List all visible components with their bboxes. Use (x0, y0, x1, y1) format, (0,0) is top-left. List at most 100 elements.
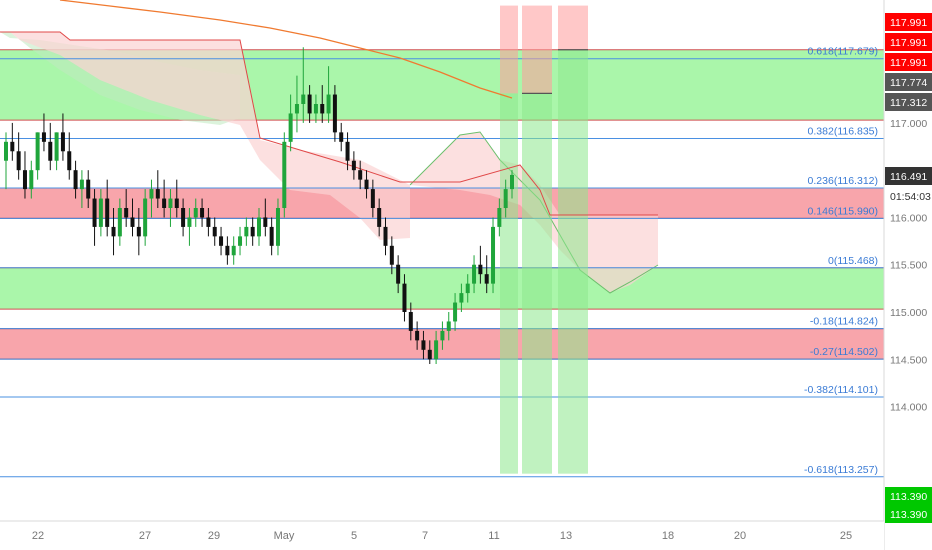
price-axis[interactable]: 117.000116.500116.000115.500115.000114.5… (883, 0, 932, 550)
time-tick-label: 25 (840, 530, 852, 542)
price-tag (885, 33, 932, 51)
price-tag (885, 73, 932, 91)
candle-bullish (440, 330, 445, 341)
price-tag-label: 117.312 (890, 97, 927, 109)
candle-bullish (238, 236, 243, 246)
candle-bullish (288, 113, 293, 142)
candle-bearish (307, 94, 312, 114)
price-tag (885, 167, 932, 185)
price-tag-label: 116.491 (890, 171, 927, 183)
candle-bullish (193, 208, 198, 218)
price-tag-label: 117.991 (890, 37, 927, 49)
candle-bullish (143, 198, 148, 237)
price-tag (885, 505, 932, 523)
price-tag-label: 01:54:03 (890, 191, 931, 203)
time-tick-label: 18 (662, 530, 674, 542)
candle-bullish (497, 208, 502, 227)
price-tag-label: 113.390 (890, 491, 927, 503)
candle-bullish (117, 208, 122, 237)
candle-bearish (73, 170, 78, 190)
candle-bearish (250, 226, 255, 237)
time-tick-label: 5 (351, 530, 357, 542)
candle-bearish (383, 226, 388, 246)
projection-risk (558, 5, 588, 50)
candle-bearish (339, 132, 344, 142)
candle-bearish (22, 170, 27, 190)
candle-bearish (60, 132, 65, 152)
projection-risk (522, 5, 552, 94)
candle-bearish (351, 160, 356, 171)
candle-bearish (48, 141, 53, 161)
time-tick-label: 20 (734, 530, 746, 542)
fib-level-label: 0.618(117.679) (808, 46, 878, 58)
candle-bearish (225, 245, 230, 256)
candle-bearish (16, 151, 21, 171)
baseline-line (0, 31, 658, 216)
candle-bearish (212, 226, 217, 237)
candle-bullish (294, 104, 299, 114)
time-tick-label: 13 (560, 530, 572, 542)
candle-bearish (421, 340, 426, 350)
candle-bearish (200, 208, 205, 218)
candle-bearish (370, 189, 375, 208)
candle-bearish (155, 189, 160, 199)
candle-bullish (35, 132, 40, 171)
price-tag (885, 187, 932, 205)
candle-bearish (41, 132, 46, 142)
time-axis-background (0, 521, 884, 550)
fib-level-label: 0.382(116.835) (808, 126, 878, 138)
candle-bullish (4, 141, 8, 161)
candle-bearish (427, 349, 432, 360)
time-tick-label: 29 (208, 530, 220, 542)
fib-level-label: -0.382(114.101) (804, 384, 878, 396)
candle-bearish (377, 208, 382, 227)
price-tag (885, 53, 932, 71)
price-axis-background (884, 0, 932, 550)
fib-level-label: -0.18(114.824) (810, 316, 878, 328)
fib-level-label: 0.146(115.990) (808, 205, 878, 217)
time-axis[interactable]: 22 27 29 May 5 7 11 13 18 20 25 (0, 520, 884, 550)
fib-levels-layer: 0.618(117.679) 0.382(116.835) 0.236(116.31… (0, 46, 884, 478)
zone-resistance (0, 187, 884, 219)
candle-bearish (130, 217, 135, 227)
candle-bearish (396, 264, 401, 284)
candle-bearish (358, 170, 363, 180)
candle-bearish (478, 264, 483, 275)
moving-average-line (59, 0, 513, 99)
projection-reward (500, 93, 518, 474)
candle-bearish (219, 236, 224, 246)
price-tick-label: 117.000 (890, 118, 927, 130)
candle-bearish (10, 141, 15, 152)
candle-bullish (149, 189, 154, 199)
candle-bullish (313, 104, 318, 114)
candle-bearish (124, 208, 129, 218)
candle-bullish (231, 245, 236, 256)
candle-bullish (54, 132, 59, 161)
trade-projection-layer (500, 5, 588, 474)
price-tick-label: 114.500 (890, 354, 927, 366)
price-tick-label: 115.500 (890, 260, 927, 272)
candle-bullish (29, 170, 34, 190)
time-tick-label: 11 (488, 530, 499, 542)
candle-bearish (162, 198, 167, 208)
candle-bearish (332, 94, 337, 133)
candle-bearish (105, 198, 110, 227)
candle-bullish (503, 189, 508, 208)
price-tag (885, 93, 932, 111)
candle-bearish (86, 179, 91, 199)
candle-bearish (67, 151, 72, 171)
projection-reward (522, 93, 552, 474)
candle-bearish (389, 245, 394, 265)
candle-bullish (510, 174, 514, 190)
candle-bearish (345, 141, 350, 161)
price-tick-label: 116.000 (890, 212, 927, 224)
candle-bullish (168, 198, 173, 208)
time-tick-label: May (274, 530, 295, 542)
candle-bearish (402, 283, 407, 312)
candles-layer (4, 47, 514, 364)
candle-bearish (269, 226, 274, 246)
projection-risk (500, 5, 518, 94)
indicator-lines-layer (0, 0, 658, 216)
candle-bullish (282, 141, 287, 208)
